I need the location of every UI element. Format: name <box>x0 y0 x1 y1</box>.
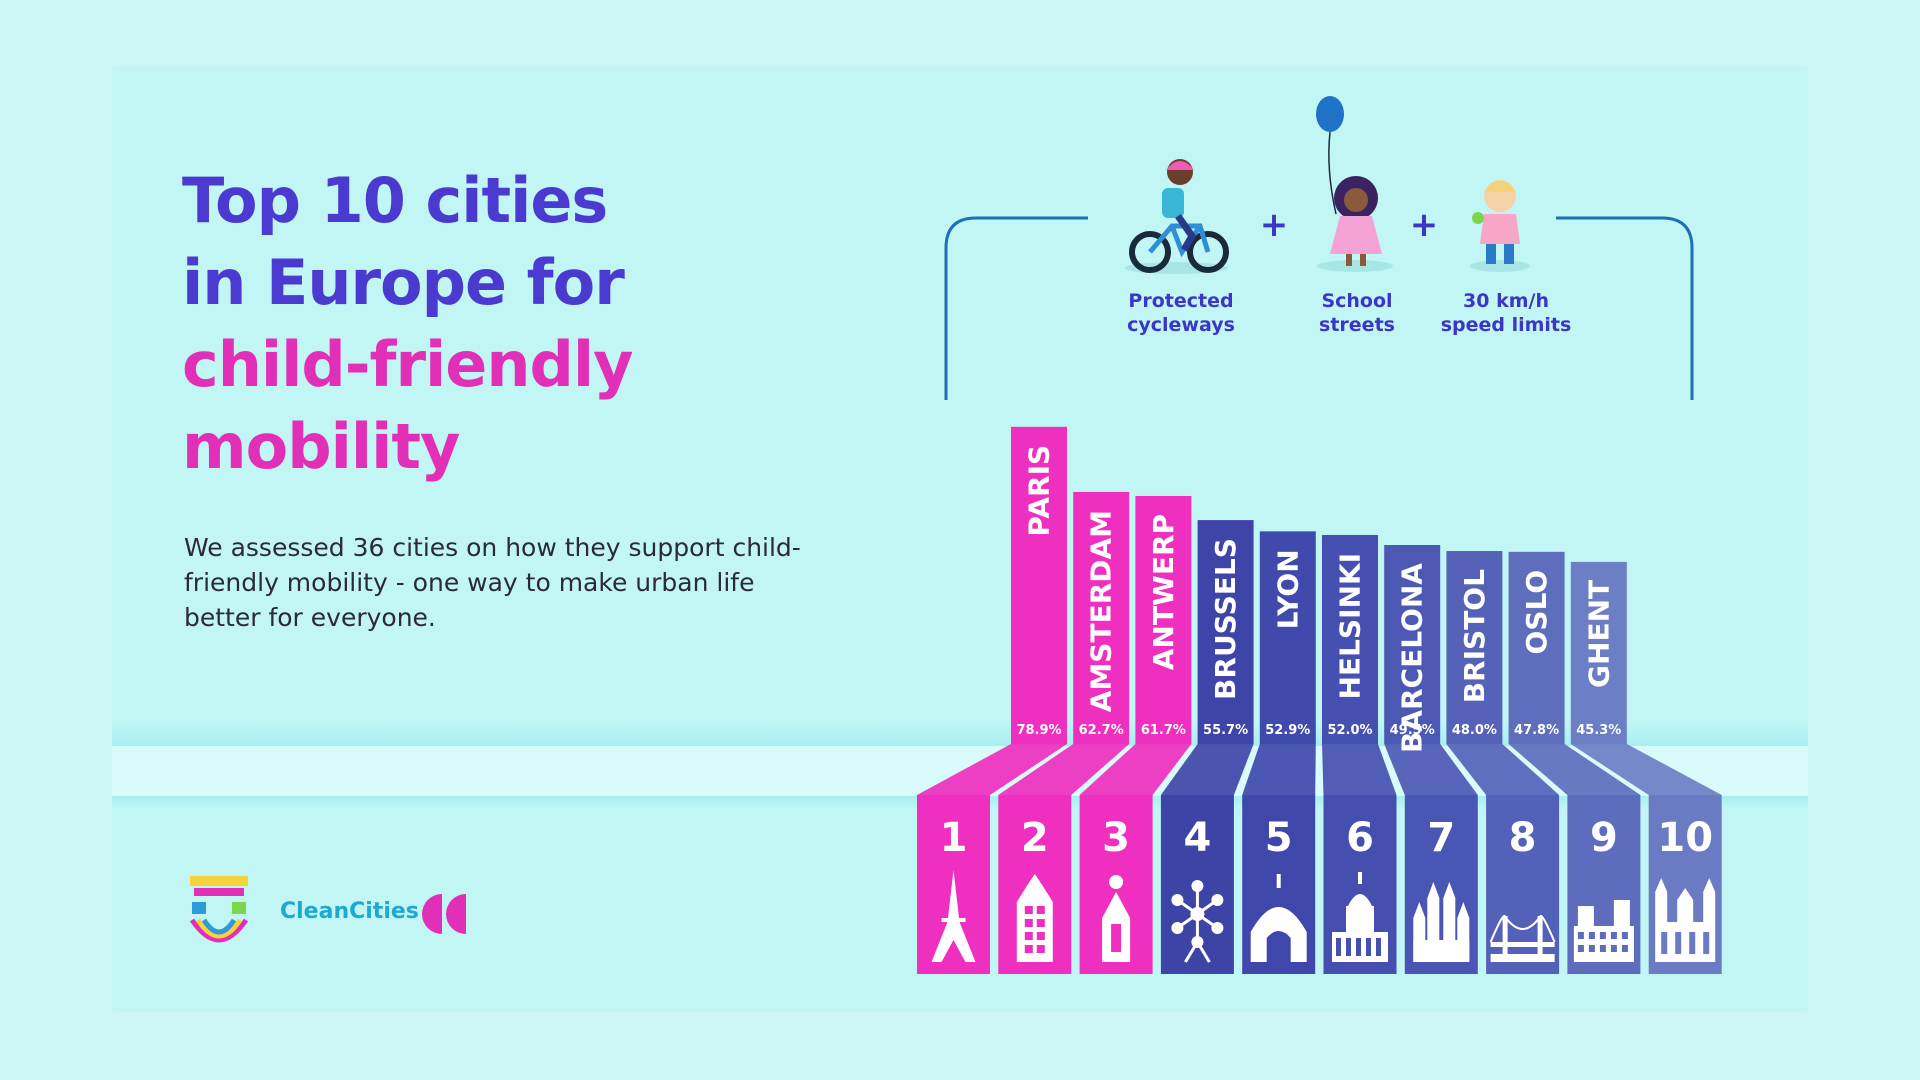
plus-sign: + <box>1260 205 1289 245</box>
rank-number: 9 <box>1590 815 1618 861</box>
value-label: 52.0% <box>1327 723 1372 738</box>
child-cycling-icon <box>1124 159 1229 274</box>
rank-number: 4 <box>1183 815 1211 861</box>
bar-floor-connector <box>1446 744 1560 795</box>
cathedral-icon <box>1332 872 1388 962</box>
rank-number: 6 <box>1346 815 1374 861</box>
city-label: BRUSSELS <box>1209 538 1242 700</box>
bar <box>1259 531 1316 744</box>
bar-floor-connector <box>917 744 1067 795</box>
plus-sign: + <box>1410 205 1439 245</box>
rank-number: 1 <box>940 815 968 861</box>
city-label: ANTWERP <box>1147 514 1180 670</box>
city-label: AMSTERDAM <box>1085 510 1118 712</box>
city-label: PARIS <box>1023 445 1056 537</box>
bar <box>1135 495 1192 744</box>
city-label: HELSINKI <box>1334 553 1367 700</box>
value-label: 62.7% <box>1079 723 1124 738</box>
child-with-balloon-icon <box>1316 96 1393 272</box>
criterion-label-line-2: speed limits <box>1441 314 1572 336</box>
bar <box>1011 426 1067 744</box>
value-label: 52.9% <box>1265 723 1310 738</box>
bar-floor-connector <box>1570 744 1722 795</box>
criterion-label-line-2: cycleways <box>1127 314 1235 336</box>
bar <box>1322 534 1378 744</box>
bar <box>1446 551 1503 744</box>
title-line-3: child-friendly <box>182 328 634 401</box>
value-label: 55.7% <box>1203 723 1248 738</box>
subtitle-text: We assessed 36 cities on how they suppor… <box>184 533 801 632</box>
rank-number: 7 <box>1427 815 1455 861</box>
title-line-1: Top 10 cities <box>182 164 608 237</box>
bars: PARIS 78.9% AMSTERDAM 62.7% ANTWERP 61.7% BRUS… <box>917 426 1722 795</box>
toddler-icon <box>1470 180 1530 272</box>
rank-number: 5 <box>1265 815 1293 861</box>
bar-floor-connector <box>998 744 1130 795</box>
belfry-icon <box>1655 878 1716 962</box>
bar-floor-connector <box>1079 744 1192 795</box>
criterion-label-line-1: School <box>1321 290 1392 312</box>
clean-cities-mark-icon <box>422 894 466 934</box>
rank-number: 10 <box>1657 815 1713 861</box>
city-label: BRISTOL <box>1458 569 1491 703</box>
eiffel-tower-icon <box>931 870 976 962</box>
rank-number: 8 <box>1509 815 1537 861</box>
bar-floor-connector <box>1384 744 1478 795</box>
value-label: 78.9% <box>1016 723 1061 738</box>
bar-floor-connector <box>1322 744 1397 795</box>
bar <box>1570 561 1627 744</box>
cathedral-tower-icon <box>1102 875 1131 962</box>
criterion-label-line-1: 30 km/h <box>1463 290 1549 312</box>
bar-floor-connector <box>1242 744 1316 795</box>
value-label: 48.0% <box>1452 723 1497 738</box>
bar <box>1384 545 1441 744</box>
value-label: 45.3% <box>1576 723 1621 738</box>
rank-number: 2 <box>1021 815 1049 861</box>
city-label: OSLO <box>1520 570 1553 655</box>
city-label: GHENT <box>1582 580 1615 688</box>
atomium-icon <box>1171 880 1224 963</box>
value-label: 61.7% <box>1141 723 1186 738</box>
bar <box>1197 520 1254 744</box>
criterion-label-line-1: Protected <box>1128 290 1233 312</box>
basilica-icon <box>1250 874 1307 962</box>
rank-number: 3 <box>1102 815 1130 861</box>
bar <box>1508 551 1565 744</box>
clean-cities-logo-text: CleanCities <box>280 899 419 924</box>
rank-bases: 1 2 3 4 5 6 7 8 9 10 <box>917 795 1722 974</box>
city-label: LYON <box>1271 549 1304 629</box>
criterion-label-line-2: streets <box>1319 314 1395 336</box>
city-hall-icon <box>1573 900 1634 962</box>
bar-floor-connector <box>1160 744 1254 795</box>
canal-house-icon <box>1016 874 1053 962</box>
suspension-bridge-icon <box>1489 914 1556 962</box>
value-label: 49.5% <box>1390 723 1435 738</box>
bar-floor-connector <box>1508 744 1641 795</box>
title-line-2: in Europe for <box>182 246 625 319</box>
page-title: Top 10 cities in Europe for child-friend… <box>182 160 802 488</box>
bar <box>1073 491 1130 744</box>
title-line-4: mobility <box>182 410 460 483</box>
value-label: 47.8% <box>1514 723 1559 738</box>
criteria-bracket <box>1556 216 1694 400</box>
sagrada-familia-icon <box>1413 882 1470 962</box>
city-label: BARCELONA <box>1396 563 1429 753</box>
streets-for-kids-logo <box>189 876 249 943</box>
criteria-bracket <box>944 216 1088 400</box>
